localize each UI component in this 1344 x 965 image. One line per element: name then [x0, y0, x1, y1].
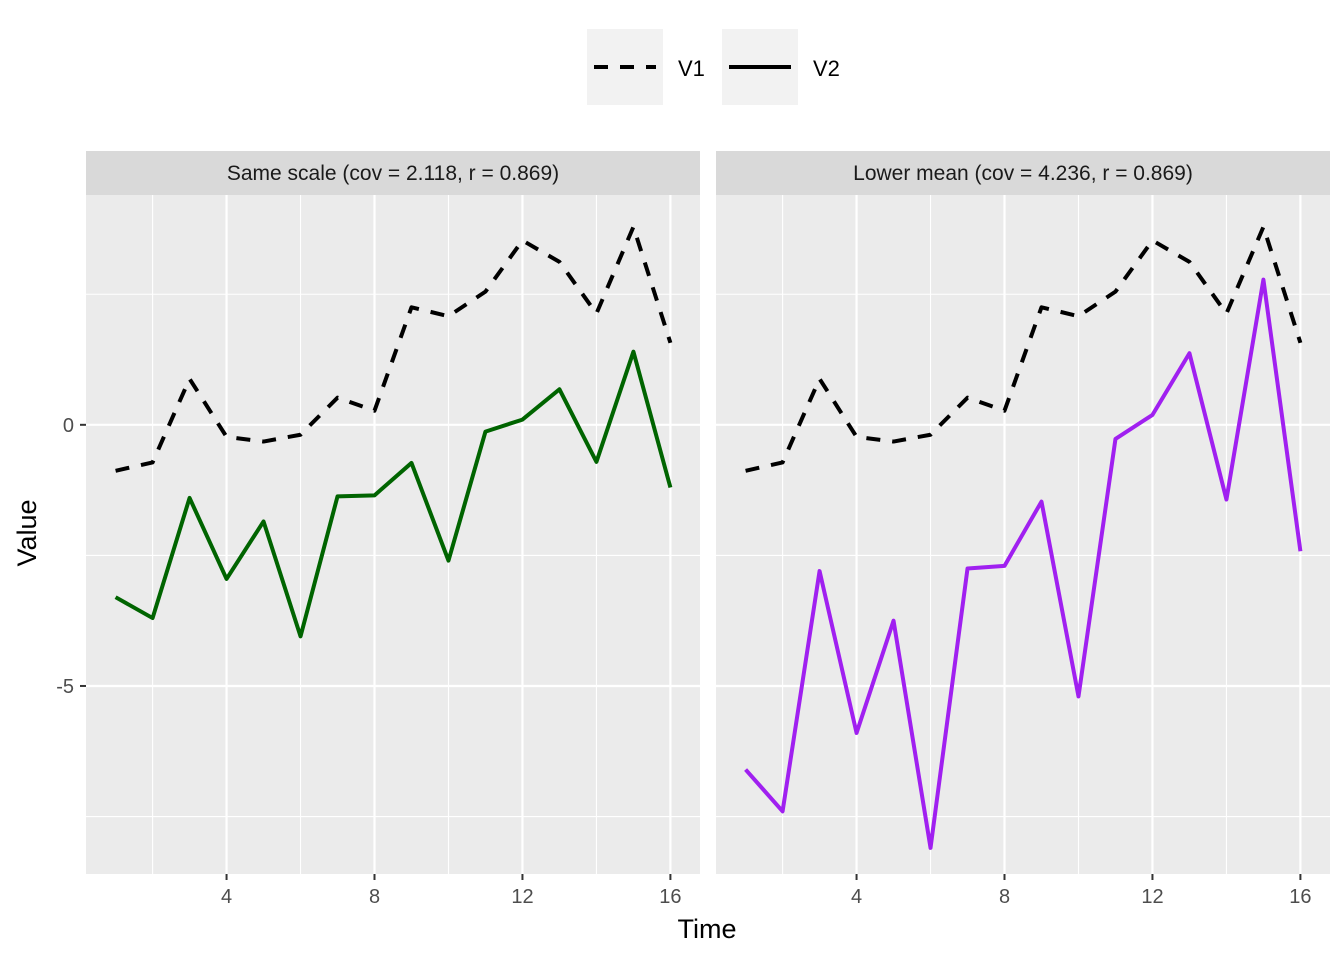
legend-label-v1: V1 [678, 56, 705, 81]
x-tick-label: 16 [1289, 886, 1311, 908]
strip-background [716, 151, 1330, 195]
facet-panel-2: Lower mean (cov = 4.236, r = 0.869) 4 8 12 1… [716, 151, 1330, 908]
x-tick-label: 12 [511, 886, 533, 908]
x-tick-label: 16 [659, 886, 681, 908]
x-axis-title: Time [678, 914, 737, 944]
x-tick-label: 8 [369, 886, 380, 908]
strip-background [86, 151, 700, 195]
series-line-v2 [114, 349, 673, 639]
y-axis-title: Value [12, 499, 42, 566]
y-tick-label: 0 [63, 415, 74, 437]
series-line-v1 [745, 224, 1303, 473]
legend: V1 V2 [587, 29, 840, 105]
x-tick-label: 4 [221, 886, 232, 908]
x-tick-label: 12 [1141, 886, 1163, 908]
strip-label: Lower mean (cov = 4.236, r = 0.869) [853, 162, 1193, 185]
facet-panels: Same scale (cov = 2.118, r = 0.869) 4 8 12 1… [56, 151, 1330, 908]
series-line-v1 [115, 224, 673, 473]
x-tick-label: 8 [999, 886, 1010, 908]
legend-label-v2: V2 [813, 56, 840, 81]
y-tick-label: -5 [56, 676, 74, 698]
x-tick-label: 4 [851, 886, 862, 908]
facet-panel-1: Same scale (cov = 2.118, r = 0.869) 4 8 12 1… [56, 151, 700, 908]
strip-label: Same scale (cov = 2.118, r = 0.869) [227, 162, 559, 185]
series-line-v2 [744, 277, 1303, 850]
